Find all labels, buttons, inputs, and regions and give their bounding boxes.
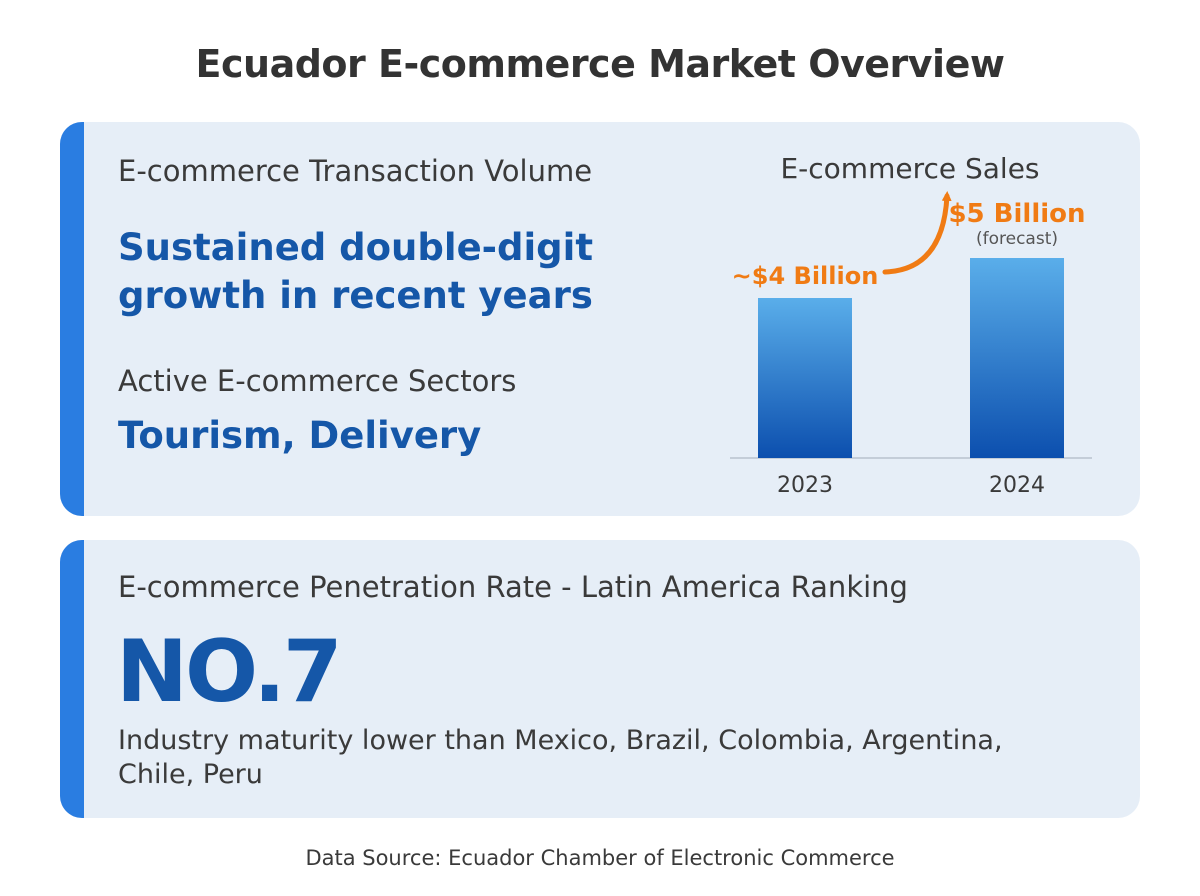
sales-bar-chart: 2023 2024 ~$4 Billion $5 Billion(forecast) <box>730 191 1092 498</box>
value-label-2024: $5 Billion <box>948 199 1085 229</box>
sales-overview-card: E-commerce Transaction Volume Sustained … <box>60 122 1140 516</box>
chart-title: E-commerce Sales <box>780 152 1040 185</box>
bar-2023 <box>758 298 852 458</box>
ranking-label: E-commerce Penetration Rate - Latin Amer… <box>118 570 908 604</box>
growth-arrow-icon <box>882 191 952 275</box>
ranking-note: Industry maturity lower than Mexico, Bra… <box>118 725 1003 790</box>
data-source: Data Source: Ecuador Chamber of Electron… <box>305 846 895 870</box>
value-label-2023: ~$4 Billion <box>732 262 879 290</box>
ranking-card: E-commerce Penetration Rate - Latin Amer… <box>60 540 1140 818</box>
transaction-volume-label: E-commerce Transaction Volume <box>118 154 593 188</box>
transaction-volume-value: Sustained double-digit growth in recent … <box>118 226 594 317</box>
active-sectors-label: Active E-commerce Sectors <box>118 364 517 398</box>
forecast-note: (forecast) <box>976 229 1058 249</box>
x-tick-label-2023: 2023 <box>777 473 833 498</box>
x-tick-label-2024: 2024 <box>989 473 1045 498</box>
active-sectors-value: Tourism, Delivery <box>118 414 482 457</box>
page-title: Ecuador E-commerce Market Overview <box>195 42 1005 86</box>
ranking-value: NO.7 <box>116 622 343 722</box>
bar-2024 <box>970 258 1064 458</box>
